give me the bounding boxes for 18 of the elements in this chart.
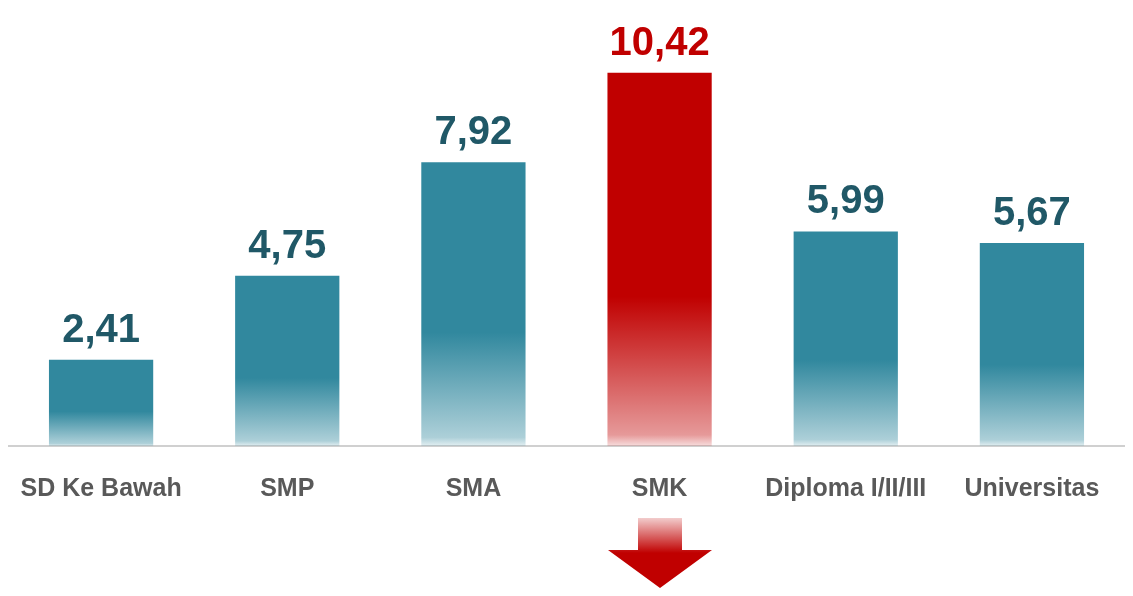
bar: [979, 242, 1085, 446]
bar: [48, 359, 154, 446]
bar: [235, 275, 340, 446]
x-tick-label: Universitas: [964, 472, 1100, 501]
x-tick-label: Diploma I/II/III: [765, 472, 927, 501]
x-tick-label: SMP: [260, 472, 315, 501]
data-label: 10,42: [609, 18, 710, 63]
x-tick-label: SD Ke Bawah: [20, 472, 182, 501]
data-label: 5,67: [992, 188, 1071, 233]
data-label: 5,99: [806, 177, 885, 222]
bar: [793, 231, 898, 446]
bar: [607, 72, 712, 446]
data-label: 4,75: [248, 221, 327, 266]
data-label: 7,92: [434, 108, 513, 153]
x-tick-label: SMA: [445, 472, 502, 501]
x-tick-label: SMK: [631, 472, 688, 501]
bar: [421, 162, 526, 446]
data-label: 2,41: [62, 305, 141, 350]
